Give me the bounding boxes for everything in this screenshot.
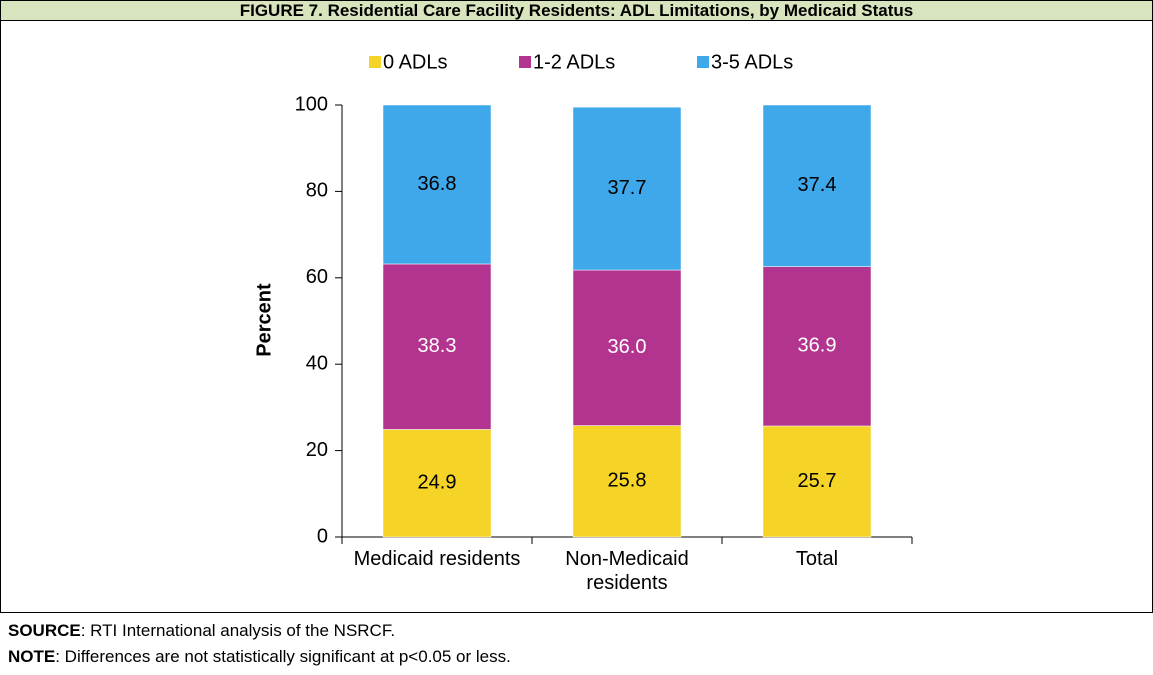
y-tick-label: 80 [306, 180, 328, 202]
data-label: 24.9 [418, 471, 457, 493]
chart-title: FIGURE 7. Residential Care Facility Resi… [1, 1, 1152, 21]
legend-swatch [519, 56, 531, 68]
x-tick-label: Non-Medicaid residents [565, 548, 689, 594]
figure-frame: FIGURE 7. Residential Care Facility Resi… [0, 0, 1153, 613]
y-tick-label: 100 [295, 93, 328, 115]
x-tick-label: Total [795, 548, 839, 570]
legend-swatch [697, 56, 709, 68]
data-label: 36.9 [798, 335, 837, 357]
source-text: : RTI International analysis of the NSRC… [80, 621, 396, 640]
data-label: 36.0 [608, 336, 647, 358]
y-tick-label: 0 [317, 525, 328, 547]
note-text: : Differences are not statistically sign… [55, 647, 511, 666]
y-tick-label: 40 [306, 352, 328, 374]
bar-segment [572, 425, 682, 538]
chart: Percent 0 20 40 60 80 100 24.9 38.3 36.8 25.8 36.0… [253, 51, 913, 547]
source-line: SOURCE: RTI International analysis of th… [8, 621, 395, 641]
source-label: SOURCE [8, 621, 81, 640]
legend-label: 1-2 ADLs [533, 51, 615, 73]
data-label: 36.8 [418, 173, 457, 195]
y-tick-label: 60 [306, 266, 328, 288]
bar-segment [762, 104, 872, 267]
data-label: 25.8 [608, 470, 647, 492]
data-label: 37.4 [798, 174, 837, 196]
bar-segment [382, 104, 492, 265]
bar-segment [572, 106, 682, 271]
note-label: NOTE [8, 647, 56, 666]
y-tick-label: 20 [306, 439, 328, 461]
bar-segment [572, 269, 682, 426]
x-tick-label: Medicaid residents [353, 548, 521, 570]
data-label: 38.3 [418, 335, 457, 357]
bar-segment [762, 266, 872, 427]
bar-segment [382, 263, 492, 430]
legend-label: 0 ADLs [383, 51, 447, 73]
bar-segment [382, 429, 492, 538]
legend-label: 3-5 ADLs [711, 51, 793, 73]
y-axis-label: Percent [253, 283, 275, 357]
data-label: 25.7 [798, 470, 837, 492]
data-label: 37.7 [608, 177, 647, 199]
legend-swatch [369, 56, 381, 68]
note-line: NOTE: Differences are not statistically … [8, 647, 511, 667]
